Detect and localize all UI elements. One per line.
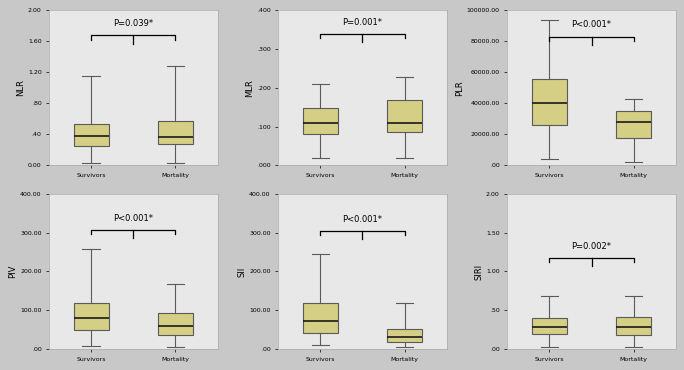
Y-axis label: SII: SII bbox=[237, 266, 246, 277]
Text: P<0.001*: P<0.001* bbox=[114, 214, 153, 223]
PathPatch shape bbox=[303, 303, 338, 333]
PathPatch shape bbox=[387, 100, 422, 132]
Y-axis label: MLR: MLR bbox=[245, 79, 254, 97]
Y-axis label: SIRI: SIRI bbox=[474, 263, 483, 280]
Text: P=0.039*: P=0.039* bbox=[114, 19, 153, 28]
Y-axis label: PLR: PLR bbox=[455, 80, 464, 96]
PathPatch shape bbox=[387, 329, 422, 342]
PathPatch shape bbox=[303, 108, 338, 134]
Text: P<0.001*: P<0.001* bbox=[343, 215, 382, 224]
Text: P=0.002*: P=0.002* bbox=[572, 242, 611, 251]
Text: P=0.001*: P=0.001* bbox=[343, 18, 382, 27]
PathPatch shape bbox=[74, 124, 109, 146]
Y-axis label: NLR: NLR bbox=[16, 80, 25, 96]
PathPatch shape bbox=[616, 317, 651, 335]
PathPatch shape bbox=[158, 121, 193, 144]
PathPatch shape bbox=[531, 78, 567, 125]
PathPatch shape bbox=[158, 313, 193, 336]
PathPatch shape bbox=[531, 318, 567, 334]
PathPatch shape bbox=[616, 111, 651, 138]
PathPatch shape bbox=[74, 303, 109, 330]
Y-axis label: PIV: PIV bbox=[8, 265, 17, 278]
Text: P<0.001*: P<0.001* bbox=[572, 20, 611, 29]
